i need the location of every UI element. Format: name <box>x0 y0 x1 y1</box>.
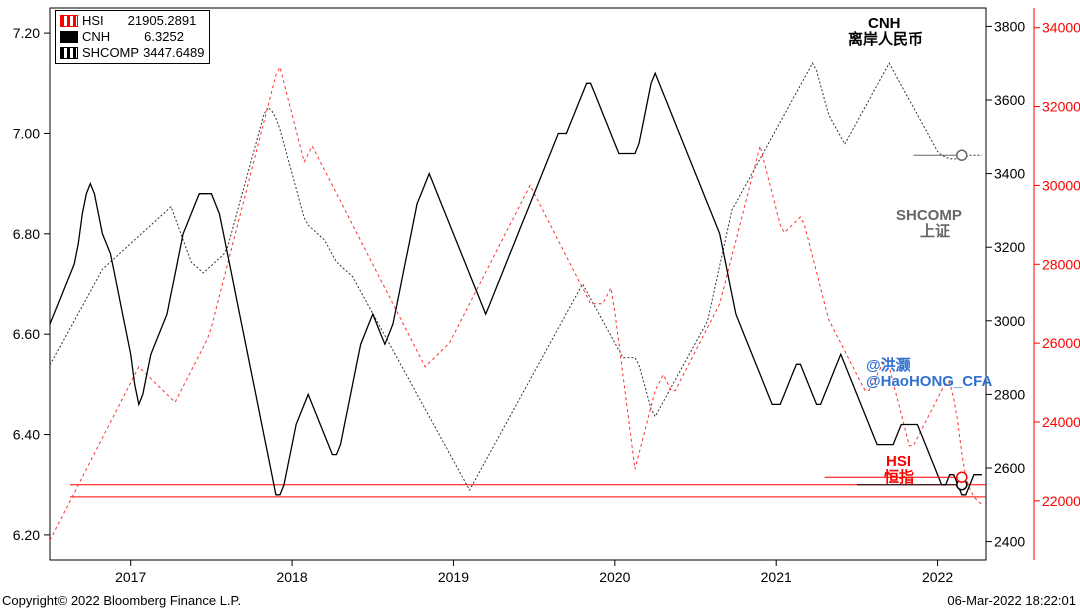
annotation: 离岸人民币 <box>848 32 923 48</box>
right1-tick-label: 3000 <box>994 313 1025 329</box>
legend-item-shcomp: SHCOMP 3447.6489 <box>60 45 205 61</box>
legend-value-cnh: 6.3252 <box>144 29 184 45</box>
legend-swatch-hsi <box>60 15 78 27</box>
annotation: @HaoHONG_CFA <box>866 374 992 390</box>
x-tick-label: 2019 <box>438 569 469 585</box>
legend-swatch-shcomp <box>60 47 78 59</box>
annotation: CNH <box>868 16 901 32</box>
right2-tick-label: 24000 <box>1042 414 1080 430</box>
left-tick-label: 7.00 <box>13 125 40 141</box>
legend-item-cnh: CNH 6.3252 <box>60 29 205 45</box>
x-tick-label: 2021 <box>761 569 792 585</box>
x-tick-label: 2022 <box>922 569 953 585</box>
legend-label-cnh: CNH <box>82 29 110 45</box>
right1-tick-label: 2400 <box>994 534 1025 550</box>
right2-tick-label: 32000 <box>1042 99 1080 115</box>
legend-value-hsi: 21905.2891 <box>128 13 197 29</box>
annotation: 恒指 <box>884 470 914 486</box>
right1-tick-label: 3800 <box>994 18 1025 34</box>
left-tick-label: 6.80 <box>13 226 40 242</box>
annotation: SHCOMP <box>896 208 962 224</box>
legend-item-hsi: HSI 21905.2891 <box>60 13 205 29</box>
annotation: 上证 <box>920 224 950 240</box>
right2-tick-label: 34000 <box>1042 20 1080 36</box>
right2-tick-label: 30000 <box>1042 177 1080 193</box>
annotation: HSI <box>886 454 911 470</box>
right1-tick-label: 2800 <box>994 386 1025 402</box>
legend-label-hsi: HSI <box>82 13 104 29</box>
x-tick-label: 2020 <box>599 569 630 585</box>
legend-value-shcomp: 3447.6489 <box>143 45 204 61</box>
series-cnh <box>50 73 982 495</box>
series-hsi <box>50 67 982 540</box>
copyright-text: Copyright© 2022 Bloomberg Finance L.P. <box>2 593 241 608</box>
left-tick-label: 7.20 <box>13 25 40 41</box>
left-tick-label: 6.20 <box>13 527 40 543</box>
legend-label-shcomp: SHCOMP <box>82 45 139 61</box>
annotation: @洪灏 <box>866 358 911 374</box>
right1-tick-label: 3600 <box>994 92 1025 108</box>
timestamp-text: 06-Mar-2022 18:22:01 <box>947 593 1076 608</box>
left-tick-label: 6.60 <box>13 326 40 342</box>
right1-tick-label: 3200 <box>994 239 1025 255</box>
right1-tick-label: 2600 <box>994 460 1025 476</box>
legend-swatch-cnh <box>60 31 78 43</box>
end-marker <box>957 472 967 482</box>
series-shcomp <box>50 63 982 490</box>
right2-tick-label: 26000 <box>1042 335 1080 351</box>
right2-tick-label: 22000 <box>1042 493 1080 509</box>
legend: HSI 21905.2891 CNH 6.3252 SHCOMP 3447.64… <box>55 10 210 64</box>
left-tick-label: 6.40 <box>13 427 40 443</box>
end-marker <box>957 150 967 160</box>
x-tick-label: 2018 <box>276 569 307 585</box>
right2-tick-label: 28000 <box>1042 256 1080 272</box>
right1-tick-label: 3400 <box>994 166 1025 182</box>
x-tick-label: 2017 <box>115 569 146 585</box>
